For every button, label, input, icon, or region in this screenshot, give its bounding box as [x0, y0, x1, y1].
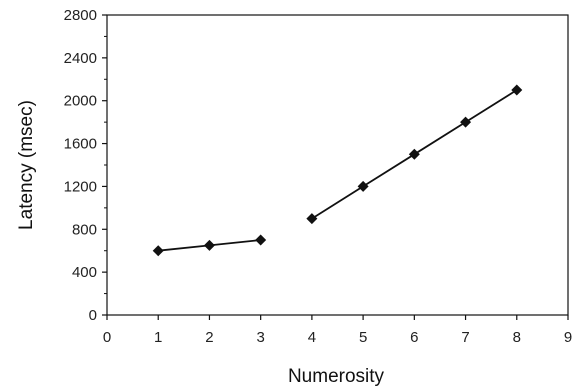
y-tick-label: 800: [72, 221, 97, 238]
y-tick-label: 400: [72, 264, 97, 281]
y-tick-label: 2800: [64, 7, 97, 24]
data-point-marker: [255, 234, 267, 246]
x-tick-label: 5: [359, 329, 367, 346]
x-tick-label: 9: [564, 329, 572, 346]
y-tick-label: 2400: [64, 50, 97, 67]
y-tick-label: 2000: [64, 93, 97, 110]
data-point-marker: [408, 148, 420, 160]
x-tick-label: 3: [256, 329, 264, 346]
x-tick-label: 1: [154, 329, 162, 346]
x-tick-label: 4: [308, 329, 316, 346]
plot-border: [106, 14, 569, 316]
data-point-marker: [460, 116, 472, 128]
plot-frame: [106, 14, 569, 316]
data-point-marker: [152, 245, 164, 257]
y-axis: 0 400 800 1200 1600 2000 2400 2800: [64, 7, 107, 324]
y-tick-label: 1200: [64, 178, 97, 195]
x-axis-title: Numerosity: [288, 366, 385, 387]
x-tick-label: 6: [410, 329, 418, 346]
data-point-marker: [306, 213, 318, 225]
x-axis: 0 1 2 3 4 5 6 7 8 9: [103, 315, 572, 346]
y-tick-label: 0: [89, 307, 97, 324]
x-tick-label: 0: [103, 329, 111, 346]
x-tick-label: 7: [461, 329, 469, 346]
data-point-marker: [511, 84, 523, 96]
series-layer: [152, 84, 523, 257]
x-tick-label: 8: [513, 329, 521, 346]
data-point-marker: [203, 239, 215, 251]
y-axis-title: Latency (msec): [16, 100, 37, 230]
x-tick-label: 2: [205, 329, 213, 346]
data-point-marker: [357, 180, 369, 192]
y-tick-label: 1600: [64, 136, 97, 153]
